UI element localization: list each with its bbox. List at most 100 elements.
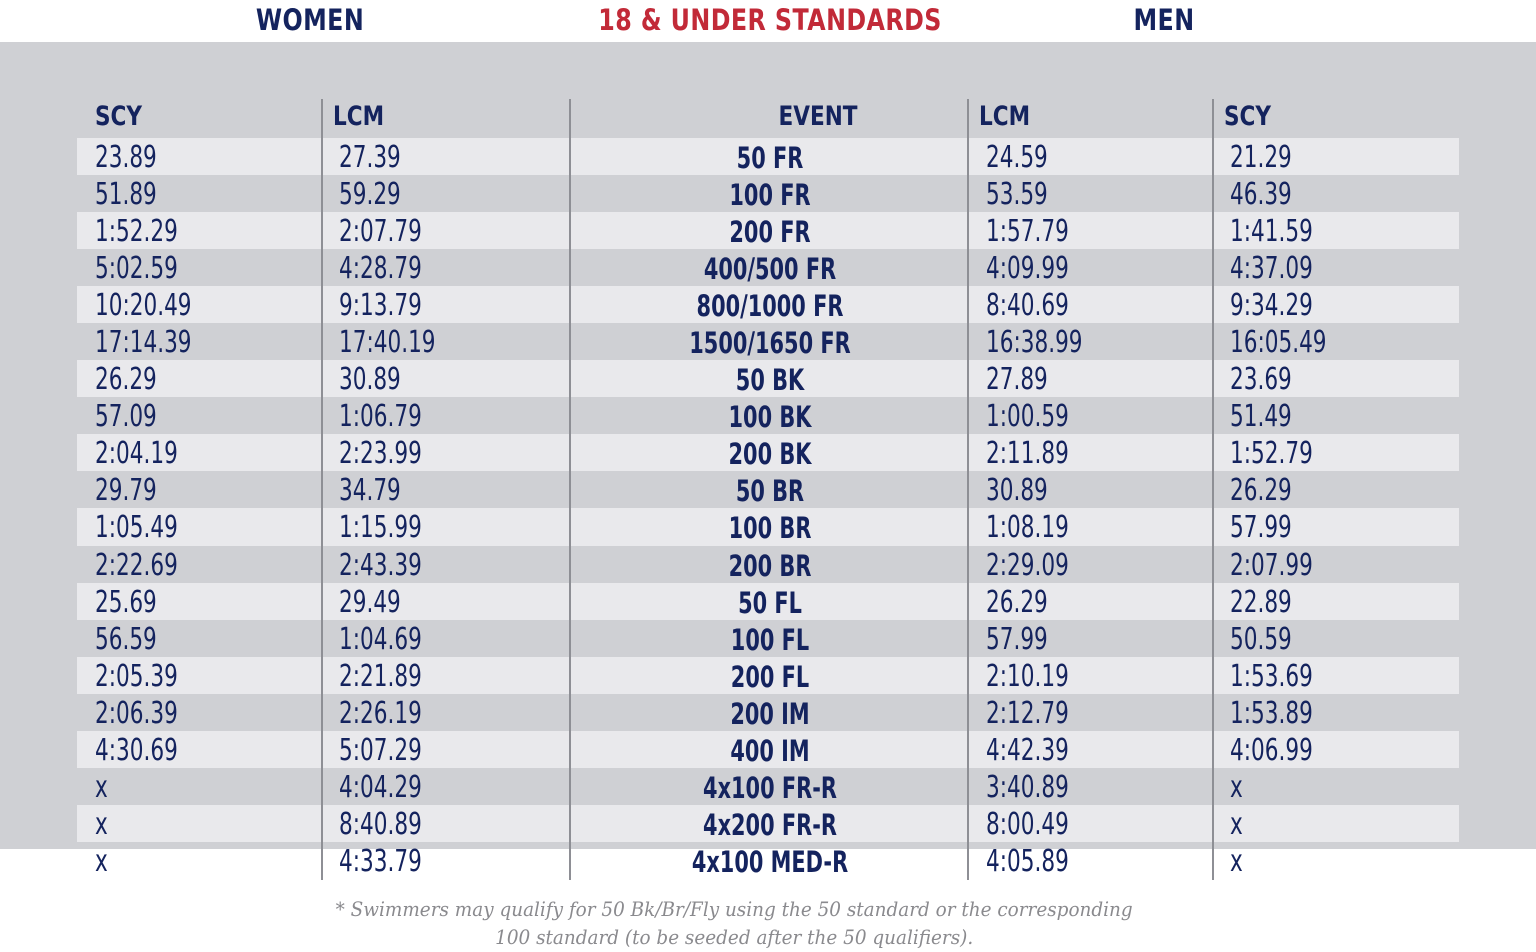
event-cell: 100 BR	[728, 511, 812, 546]
women-lcm-cell: 59.29	[339, 177, 401, 213]
page-header: WOMEN 18 & UNDER STANDARDS MEN	[0, 0, 1536, 42]
men-scy-cell: 50.59	[1230, 621, 1292, 657]
women-lcm-cell: 2:21.89	[339, 658, 422, 694]
women-lcm-cell: 1:04.69	[339, 621, 422, 657]
men-scy-cell: 4:06.99	[1230, 732, 1313, 768]
event-cell: 100 FR	[729, 178, 811, 213]
men-scy-cell: 51.49	[1230, 399, 1292, 435]
table-row: x 4:33.79 4x100 MED-R 4:05.89 x	[77, 842, 1459, 879]
men-scy-cell: x	[1230, 769, 1243, 805]
women-lcm-cell: 29.49	[339, 584, 401, 620]
column-header-men-lcm: LCM	[979, 101, 1031, 132]
table-row: 57.09 1:06.79 100 BK 1:00.59 51.49	[77, 397, 1459, 434]
men-scy-cell: 21.29	[1230, 140, 1292, 175]
column-divider	[569, 99, 571, 880]
women-scy-cell: 29.79	[95, 473, 157, 509]
event-cell: 400 IM	[730, 733, 810, 768]
column-header-women-scy: SCY	[95, 101, 143, 132]
event-cell: 200 BK	[728, 437, 812, 472]
event-cell: 200 BR	[728, 548, 812, 583]
table-row: 51.89 59.29 100 FR 53.59 46.39	[77, 175, 1459, 212]
table-row: 2:04.19 2:23.99 200 BK 2:11.89 1:52.79	[77, 434, 1459, 472]
men-scy-cell: 16:05.49	[1230, 325, 1327, 361]
table-body: 23.89 27.39 50 FR 24.59 21.29 51.89 59.29 100 F…	[77, 138, 1459, 879]
women-scy-cell: 5:02.59	[95, 251, 178, 287]
men-lcm-cell: 1:08.19	[986, 510, 1069, 546]
women-scy-cell: 57.09	[95, 399, 157, 435]
women-lcm-cell: 2:26.19	[339, 695, 422, 731]
men-lcm-cell: 4:09.99	[986, 251, 1069, 287]
men-lcm-cell: 57.99	[986, 621, 1048, 657]
event-cell: 400/500 FR	[703, 252, 837, 287]
men-scy-cell: 1:53.69	[1230, 658, 1313, 694]
women-lcm-cell: 2:23.99	[339, 436, 422, 472]
women-scy-cell: 2:22.69	[95, 547, 178, 583]
column-header-men-scy: SCY	[1224, 101, 1272, 132]
women-lcm-cell: 2:07.79	[339, 214, 422, 250]
table-row: 29.79 34.79 50 BR 30.89 26.29	[77, 471, 1459, 508]
women-scy-cell: x	[95, 806, 108, 842]
event-cell: 4x100 MED-R	[691, 844, 849, 879]
men-scy-cell: 22.89	[1230, 584, 1292, 620]
men-lcm-cell: 1:57.79	[986, 214, 1069, 250]
women-lcm-cell: 9:13.79	[339, 288, 422, 324]
men-scy-cell: 4:37.09	[1230, 251, 1313, 287]
women-scy-cell: 2:04.19	[95, 436, 178, 472]
men-scy-cell: 2:07.99	[1230, 547, 1313, 583]
event-cell: 200 FR	[729, 215, 811, 250]
women-lcm-cell: 34.79	[339, 473, 401, 509]
column-divider	[967, 99, 969, 880]
women-lcm-cell: 17:40.19	[339, 325, 436, 361]
women-scy-cell: 26.29	[95, 362, 157, 398]
table-row: x 8:40.89 4x200 FR-R 8:00.49 x	[77, 804, 1459, 842]
women-lcm-cell: 1:06.79	[339, 399, 422, 435]
column-divider	[321, 99, 323, 880]
event-cell: 800/1000 FR	[696, 289, 844, 324]
women-lcm-cell: 2:43.39	[339, 547, 422, 583]
table-row: x 4:04.29 4x100 FR-R 3:40.89 x	[77, 768, 1459, 805]
women-lcm-cell: 1:15.99	[339, 510, 422, 546]
men-lcm-cell: 26.29	[986, 584, 1048, 620]
event-cell: 4x200 FR-R	[703, 807, 837, 842]
women-lcm-cell: 27.39	[339, 140, 401, 175]
women-scy-cell: 2:05.39	[95, 658, 178, 694]
men-lcm-cell: 2:29.09	[986, 547, 1069, 583]
column-header-women-lcm: LCM	[333, 101, 385, 132]
standards-table: SCY LCM EVENT LCM SCY 23.89 27.39 50 FR 24.…	[0, 42, 1536, 880]
table-row: 10:20.49 9:13.79 800/1000 FR 8:40.69 9:34.29	[77, 286, 1459, 324]
men-lcm-cell: 2:12.79	[986, 695, 1069, 731]
event-cell: 4x100 FR-R	[703, 770, 837, 805]
men-heading: MEN	[1133, 3, 1195, 37]
women-scy-cell: 56.59	[95, 621, 157, 657]
men-scy-cell: 26.29	[1230, 473, 1292, 509]
table-row: 1:52.29 2:07.79 200 FR 1:57.79 1:41.59	[77, 212, 1459, 250]
men-lcm-cell: 3:40.89	[986, 769, 1069, 805]
women-scy-cell: 10:20.49	[95, 288, 192, 324]
women-scy-cell: 51.89	[95, 177, 157, 213]
event-cell: 200 IM	[730, 696, 810, 731]
women-scy-cell: 23.89	[95, 140, 157, 175]
table-row: 1:05.49 1:15.99 100 BR 1:08.19 57.99	[77, 508, 1459, 546]
women-lcm-cell: 5:07.29	[339, 732, 422, 768]
men-lcm-cell: 53.59	[986, 177, 1048, 213]
men-scy-cell: 46.39	[1230, 177, 1292, 213]
men-scy-cell: x	[1230, 843, 1243, 879]
table-row: 2:06.39 2:26.19 200 IM 2:12.79 1:53.89	[77, 694, 1459, 731]
event-cell: 100 FL	[730, 622, 810, 657]
table-row: 26.29 30.89 50 BK 27.89 23.69	[77, 360, 1459, 398]
event-cell: 50 BK	[735, 363, 805, 398]
men-lcm-cell: 27.89	[986, 362, 1048, 398]
table-row: 4:30.69 5:07.29 400 IM 4:42.39 4:06.99	[77, 730, 1459, 768]
column-divider	[1212, 99, 1214, 880]
men-lcm-cell: 2:10.19	[986, 658, 1069, 694]
men-scy-cell: 57.99	[1230, 510, 1292, 546]
men-lcm-cell: 4:42.39	[986, 732, 1069, 768]
women-scy-cell: 1:05.49	[95, 510, 178, 546]
women-lcm-cell: 30.89	[339, 362, 401, 398]
men-scy-cell: 1:53.89	[1230, 695, 1313, 731]
column-header-event: EVENT	[778, 101, 858, 132]
men-lcm-cell: 30.89	[986, 473, 1048, 509]
event-cell: 50 BR	[735, 474, 805, 509]
men-scy-cell: 1:41.59	[1230, 214, 1313, 250]
women-scy-cell: 17:14.39	[95, 325, 192, 361]
